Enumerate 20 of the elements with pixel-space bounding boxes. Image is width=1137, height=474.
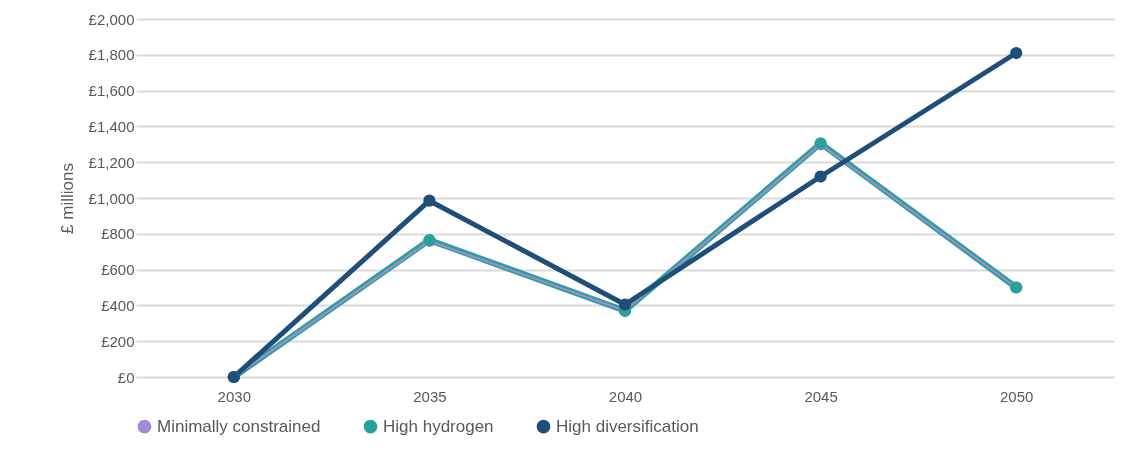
legend-label: Minimally constrained (157, 416, 321, 436)
x-tick-label: 2045 (804, 387, 838, 405)
legend-label: High diversification (556, 416, 699, 436)
y-tick-label: £600 (101, 261, 135, 279)
y-axis-title: £ millions (57, 163, 77, 234)
x-tick-label: 2035 (413, 387, 447, 405)
y-tick-label: £1,200 (88, 153, 135, 171)
y-tick-label: £800 (101, 225, 135, 243)
y-tick-label: £400 (101, 296, 135, 314)
y-tick-label: £0 (117, 368, 135, 386)
x-tick-label: 2050 (1000, 387, 1034, 405)
legend-label: High hydrogen (383, 416, 494, 436)
y-tick-label: £1,800 (88, 46, 135, 64)
y-tick-label: £200 (101, 332, 135, 350)
y-tick-label: £2,000 (88, 10, 135, 28)
x-tick-label: 2030 (217, 387, 251, 405)
y-tick-label: £1,600 (88, 82, 135, 100)
y-tick-label: £1,000 (88, 189, 135, 207)
x-tick-label: 2040 (608, 387, 643, 405)
y-tick-label: £1,400 (88, 117, 135, 135)
